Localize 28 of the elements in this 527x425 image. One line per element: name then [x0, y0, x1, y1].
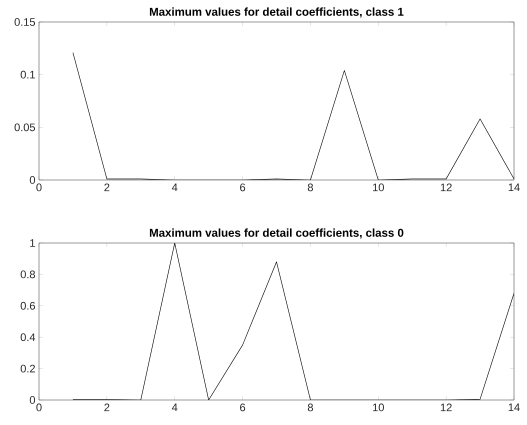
chart-title: Maximum values for detail coefficients, class 1 — [150, 7, 404, 18]
y-tick-label: 0.1 — [20, 70, 35, 79]
y-tick-label: 0.6 — [20, 302, 35, 310]
x-tick-label: 4 — [172, 184, 178, 192]
x-tick-label: 12 — [440, 404, 452, 412]
x-tick-label: 10 — [373, 404, 384, 412]
x-tick-label: 14 — [508, 184, 520, 192]
y-tick-label: 0.2 — [20, 364, 35, 372]
x-tick-label: 6 — [240, 184, 246, 192]
y-tick-label: 0.15 — [14, 18, 36, 26]
y-tick-label: 0 — [30, 396, 36, 404]
x-tick-label: 0 — [36, 404, 42, 412]
x-tick-label: 8 — [308, 404, 313, 412]
x-tick-label: 10 — [373, 184, 384, 192]
x-tick-label: 6 — [240, 404, 246, 412]
y-tick-label: 0 — [30, 176, 36, 184]
y-tick-label: 1 — [30, 239, 35, 247]
y-tick-label: 0.05 — [14, 123, 36, 132]
chart-title: Maximum values for detail coefficients, class 0 — [150, 228, 404, 238]
x-tick-label: 0 — [36, 184, 42, 192]
x-tick-label: 2 — [104, 404, 110, 412]
x-tick-label: 14 — [508, 404, 520, 412]
x-tick-label: 12 — [440, 184, 452, 192]
x-tick-label: 8 — [308, 184, 313, 192]
x-tick-label: 2 — [104, 184, 110, 192]
y-tick-label: 0.4 — [20, 333, 36, 342]
y-tick-label: 0.8 — [20, 270, 35, 278]
x-tick-label: 4 — [172, 404, 178, 412]
